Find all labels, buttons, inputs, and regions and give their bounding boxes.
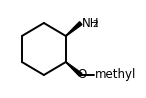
- Text: methyl: methyl: [95, 68, 136, 81]
- Text: 2: 2: [92, 20, 98, 29]
- Polygon shape: [66, 22, 82, 36]
- Text: O: O: [77, 68, 86, 81]
- Polygon shape: [66, 62, 82, 76]
- Text: NH: NH: [82, 17, 99, 30]
